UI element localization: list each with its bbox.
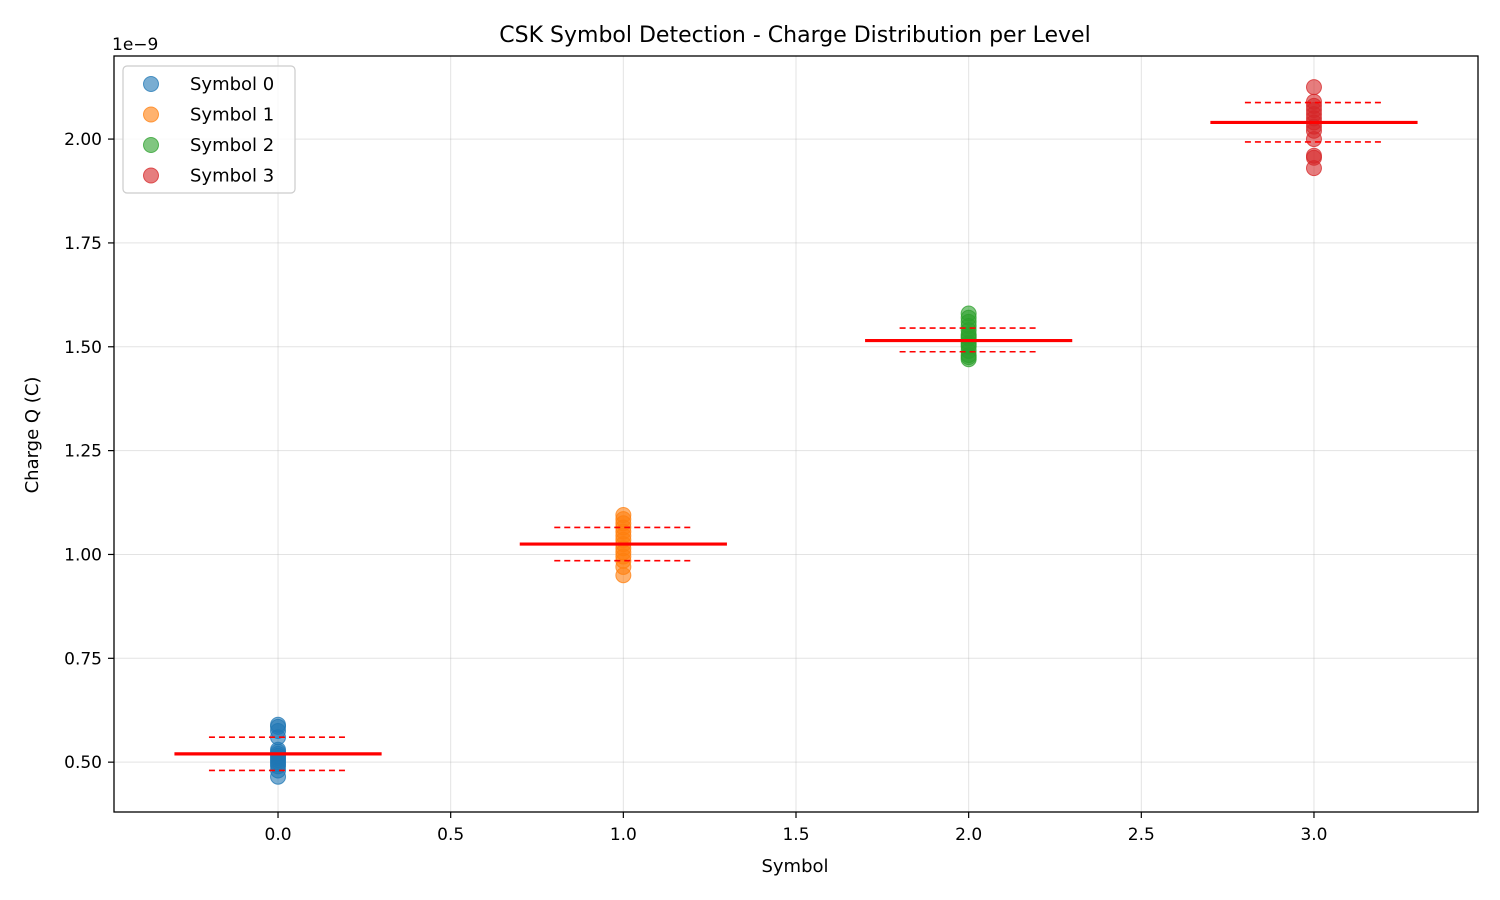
x-tick-label: 0.5 [437, 825, 464, 845]
y-tick-label: 1.25 [64, 442, 102, 462]
x-tick-label: 0.0 [265, 825, 292, 845]
y-tick-label: 1.00 [64, 545, 102, 565]
legend-label: Symbol 2 [190, 135, 274, 156]
x-tick-label: 2.5 [1128, 825, 1155, 845]
x-tick-label: 1.5 [782, 825, 809, 845]
data-point [270, 716, 287, 733]
x-tick-label: 1.0 [610, 825, 637, 845]
data-point [1305, 147, 1322, 164]
x-tick-label: 2.0 [955, 825, 982, 845]
legend-marker [143, 76, 159, 92]
mean-lines-layer [174, 101, 1418, 772]
chart-title: CSK Symbol Detection - Charge Distributi… [499, 23, 1090, 48]
grid-layer [114, 56, 1478, 812]
legend: Symbol 0 Symbol 1 Symbol 2 Symbol 3 [122, 65, 296, 194]
data-point [960, 305, 977, 322]
y-tick-label: 1.75 [64, 234, 102, 254]
legend-marker [143, 106, 159, 123]
legend-box [122, 65, 296, 194]
legend-label: Symbol 3 [190, 166, 274, 187]
legend-items: Symbol 0 Symbol 1 Symbol 2 Symbol 3 [143, 74, 274, 187]
ticks-layer: 0.0 0.5 1.0 1.5 2.0 2.5 3.0 0.50 0.75 1.00 1.25 1.5… [64, 130, 1327, 845]
y-tick-label: 0.50 [64, 753, 102, 773]
y-tick-label: 2.00 [64, 130, 102, 150]
data-point [1305, 93, 1322, 110]
data-point [1305, 79, 1322, 96]
y-tick-label: 0.75 [64, 649, 102, 669]
x-axis-label: Symbol [761, 856, 828, 877]
legend-marker [143, 137, 159, 153]
legend-label: Symbol 1 [190, 105, 274, 126]
data-point [615, 507, 632, 523]
y-axis-offset-label: 1e−9 [112, 35, 158, 55]
legend-marker [143, 167, 159, 184]
y-tick-label: 1.50 [64, 338, 102, 358]
y-axis-label: Charge Q (C) [22, 377, 43, 494]
legend-label: Symbol 0 [190, 74, 274, 95]
x-tick-label: 3.0 [1300, 825, 1327, 845]
